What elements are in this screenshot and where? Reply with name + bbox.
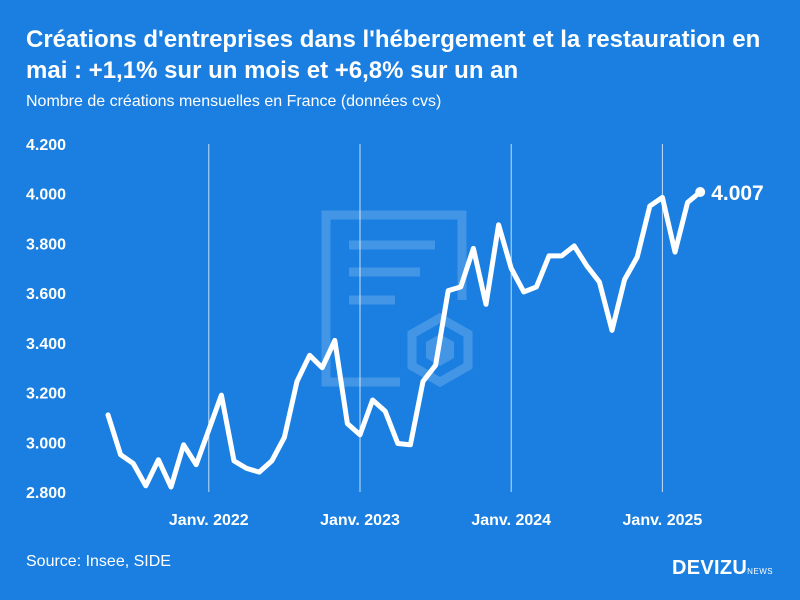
brand-name: DEVIZU [672,557,748,579]
last-value-label: 4.007 [711,182,764,205]
series-line [105,189,703,490]
y-tick-label: 3.600 [26,286,66,303]
y-tick-label: 4.200 [26,137,66,154]
x-axis: Janv. 2022 Janv. 2023 Janv. 2024 Janv. 2025 [169,512,702,529]
brand-suffix: NEWS [747,567,774,576]
y-tick-label: 4.000 [26,187,66,204]
y-tick-label: 3.000 [26,435,66,452]
y-axis: 2.800 3.000 3.200 3.400 3.600 3.800 4.000 4.200 [26,137,66,502]
chart-subtitle: Nombre de créations mensuelles en France… [26,93,442,110]
x-tick-label: Janv. 2024 [471,512,551,529]
y-tick-label: 3.400 [26,336,66,353]
y-tick-label: 3.200 [26,386,66,403]
last-point-marker [695,186,706,197]
x-tick-label: Janv. 2025 [623,512,703,529]
chart-title: Créations d'entreprises dans l'hébergeme… [26,26,761,84]
x-tick-label: Janv. 2023 [320,512,400,529]
series-group: 4.007 [105,182,764,490]
y-tick-label: 3.800 [26,236,66,253]
brand-logo: DEVIZUNEWS [672,557,773,580]
y-tick-label: 2.800 [26,485,66,502]
source-note: Source: Insee, SIDE [26,553,171,570]
x-tick-label: Janv. 2022 [169,512,249,529]
